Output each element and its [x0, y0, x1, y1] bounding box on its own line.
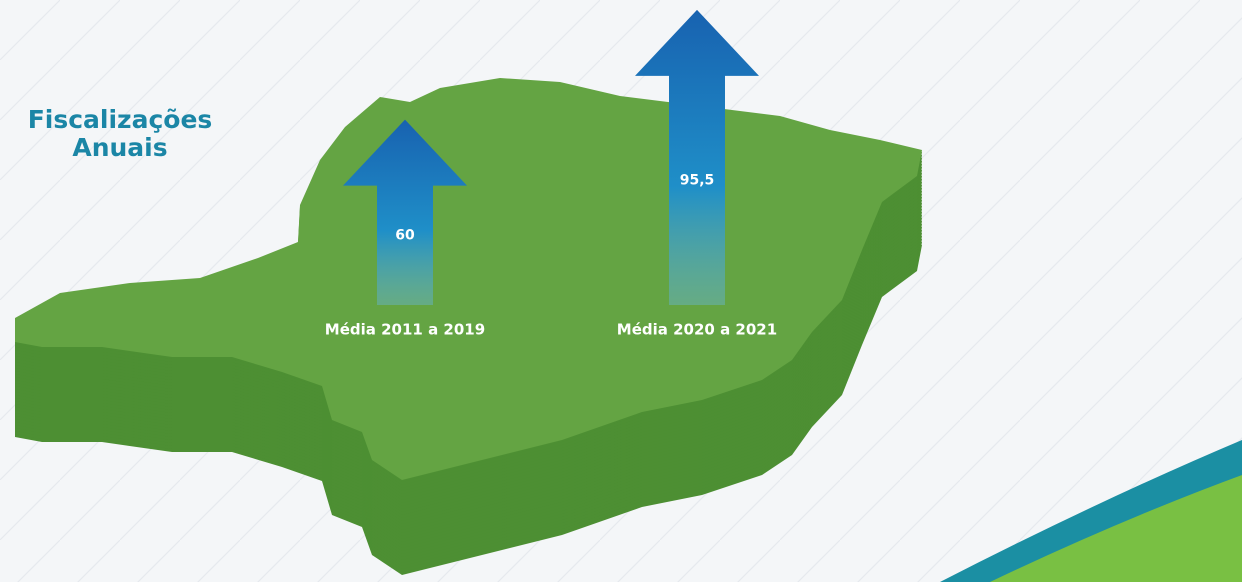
arrow: [635, 9, 759, 306]
chart-title: Fiscalizações Anuais: [27, 105, 213, 162]
arrow: [343, 119, 467, 305]
value-label: 60: [395, 227, 415, 243]
category-label: Média 2011 a 2019: [325, 321, 485, 339]
swoosh: [990, 475, 1242, 582]
value-label: 95,5: [680, 172, 715, 188]
category-label: Média 2020 a 2021: [617, 321, 777, 339]
